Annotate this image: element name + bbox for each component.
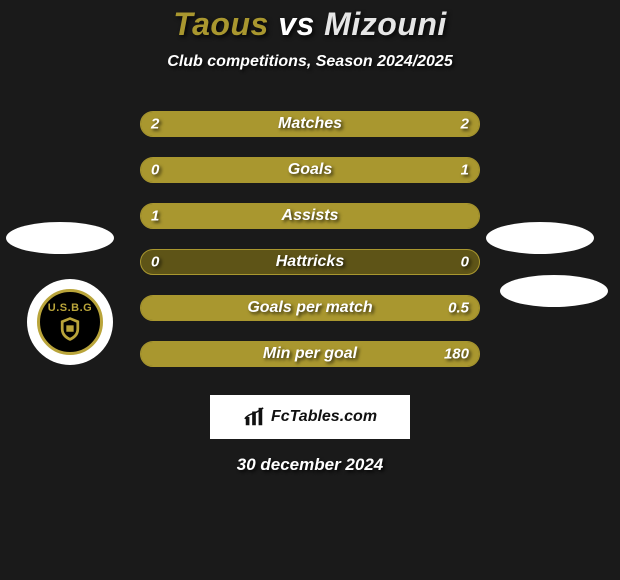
stat-row: Matches22: [0, 101, 620, 147]
stat-rows: Matches22Goals01Assists1Hattricks00Goals…: [0, 101, 620, 377]
stat-value-right: 0: [461, 254, 469, 271]
stat-value-left: 0: [151, 254, 159, 271]
stat-bar: Assists1: [140, 203, 480, 229]
stat-row: Goals01: [0, 147, 620, 193]
bar-fill-right: [141, 296, 479, 320]
stat-value-left: 2: [151, 116, 159, 133]
brand-text: FcTables.com: [271, 408, 377, 426]
stat-value-right: 2: [461, 116, 469, 133]
player1-name: Taous: [173, 6, 269, 42]
date-label: 30 december 2024: [0, 455, 620, 475]
brand-tag[interactable]: FcTables.com: [210, 395, 410, 439]
bar-fill-right: [141, 158, 479, 182]
chart-icon: [243, 406, 265, 428]
bar-fill-left: [141, 204, 479, 228]
vs-space: [315, 6, 324, 42]
bar-fill-left: [141, 112, 310, 136]
stat-value-right: 0.5: [448, 300, 469, 317]
stat-bar: Goals per match0.5: [140, 295, 480, 321]
stat-value-left: 0: [151, 162, 159, 179]
stat-bar: Matches22: [140, 111, 480, 137]
stat-bar: Min per goal180: [140, 341, 480, 367]
bar-fill-right: [310, 112, 479, 136]
player2-name: Mizouni: [324, 6, 447, 42]
stats-area: U.S.B.G Matches22Goals01Assists1Hattrick…: [0, 101, 620, 377]
comparison-card: Taous vs Mizouni Club competitions, Seas…: [0, 0, 620, 580]
stat-row: Hattricks0 0: [0, 239, 620, 285]
bar-fill-right: [141, 342, 479, 366]
page-title: Taous vs Mizouni: [0, 6, 620, 43]
stat-row: Min per goal180: [0, 331, 620, 377]
stat-bar: Hattricks0 0: [140, 249, 480, 275]
stat-label: Hattricks: [141, 253, 479, 271]
stat-value-left: 1: [151, 208, 159, 225]
vs-word: vs: [278, 6, 315, 42]
stat-value-right: 180: [444, 346, 469, 363]
stat-row: Assists1: [0, 193, 620, 239]
stat-value-right: 1: [461, 162, 469, 179]
subtitle: Club competitions, Season 2024/2025: [0, 53, 620, 71]
stat-row: Goals per match0.5: [0, 285, 620, 331]
stat-bar: Goals01: [140, 157, 480, 183]
